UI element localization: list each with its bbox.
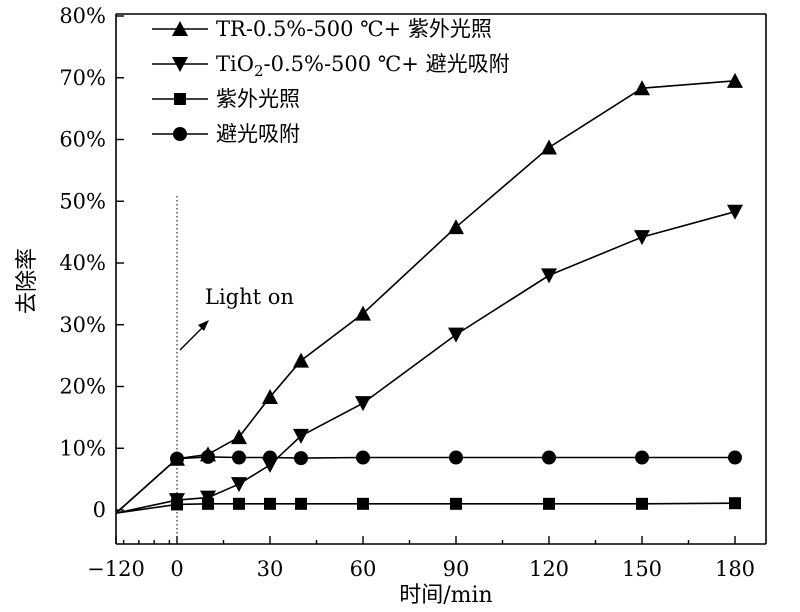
series-1-point-10 [727, 72, 743, 88]
x-tick-label-3: 60 [350, 557, 377, 581]
series-2-point-8 [541, 268, 557, 284]
y-ticks: 0 10% 20% 30% 40% 50% 60% 70% 80% [59, 4, 124, 522]
y-tick-label-2: 20% [59, 375, 106, 399]
series-2-point-9 [634, 230, 650, 246]
x-tick-label-5: 120 [529, 557, 569, 581]
light-on-label: Light on [205, 285, 294, 309]
series-4-point-2 [201, 449, 215, 464]
series-4-point-1 [170, 451, 184, 466]
series-2-point-5 [293, 428, 309, 444]
light-on-arrow-line [179, 325, 205, 351]
legend-marker-triangle-down [172, 57, 188, 72]
series-1-point-9 [634, 80, 650, 96]
series-3-point-3 [233, 497, 245, 510]
legend-item-1: TR-0.5%-500 ℃+ 紫外光照 [152, 17, 492, 41]
series-3-point-8 [543, 497, 555, 510]
series-2-line [115, 210, 736, 514]
series-3-point-5 [295, 497, 307, 510]
legend-marker-circle [173, 127, 187, 141]
legend-label-1: TR-0.5%-500 ℃+ 紫外光照 [216, 17, 492, 41]
series-1-point-5 [293, 352, 309, 368]
series-4-point-4 [263, 450, 277, 465]
legend-item-3: 紫外光照 [152, 87, 300, 111]
series-3-point-4 [264, 497, 276, 510]
legend: TR-0.5%-500 ℃+ 紫外光照 TiO2-0.5%-500 ℃+ 避光吸… [152, 17, 510, 146]
legend-label-2: TiO2-0.5%-500 ℃+ 避光吸附 [216, 52, 510, 80]
x-tick-label-6: 150 [622, 557, 662, 581]
series-3-point-10 [729, 497, 741, 510]
axes [115, 13, 767, 545]
series-1-point-4 [262, 388, 278, 404]
series-4-point-8 [542, 450, 556, 465]
light-on-annotation: Light on [176, 196, 294, 544]
series-2-point-3 [231, 477, 247, 493]
legend-item-4: 避光吸附 [152, 122, 300, 146]
x-tick-label-4: 90 [443, 557, 470, 581]
y-tick-label-4: 40% [59, 251, 106, 275]
series-4-point-6 [356, 450, 370, 465]
series-layer [115, 72, 743, 514]
x-tick-label-0: −120 [87, 557, 145, 581]
series-2-point-7 [448, 327, 464, 343]
legend-label-4: 避光吸附 [216, 122, 300, 146]
y-tick-label-7: 70% [59, 66, 106, 90]
series-4-point-3 [232, 450, 246, 465]
series-4-point-9 [635, 450, 649, 465]
series-3-point-9 [636, 497, 648, 510]
series-1-point-7 [448, 219, 464, 235]
y-axis-title: 去除率 [15, 248, 40, 314]
legend-label-2-main: TiO [216, 52, 254, 76]
series-1-point-8 [541, 139, 557, 155]
x-axis-title: 时间/min [399, 583, 492, 608]
series-4-point-10 [728, 450, 742, 465]
y-tick-label-6: 60% [59, 128, 106, 152]
y-tick-label-3: 30% [59, 313, 106, 337]
y-tick-label-1: 10% [59, 436, 106, 460]
series-3-point-1 [171, 498, 183, 511]
x-tick-label-1: 0 [170, 557, 183, 581]
x-tick-label-7: 180 [715, 557, 755, 581]
x-ticks: −120 0 30 60 90 120 150 180 [87, 536, 755, 581]
light-on-arrow-head [198, 320, 209, 331]
legend-item-2: TiO2-0.5%-500 ℃+ 避光吸附 [152, 52, 510, 80]
series-2-point-6 [355, 396, 371, 412]
series-1-point-6 [355, 305, 371, 321]
series-3-point-2 [202, 497, 214, 510]
y-tick-label-8: 80% [59, 4, 106, 28]
y-tick-label-0: 0 [93, 498, 106, 522]
legend-label-2-rest: -0.5%-500 ℃+ 避光吸附 [264, 52, 510, 76]
series-4-point-5 [294, 451, 308, 466]
series-3-point-7 [450, 497, 462, 510]
legend-marker-triangle-up [172, 21, 188, 36]
series-4-point-7 [449, 450, 463, 465]
series-1-point-3 [231, 429, 247, 445]
legend-label-2-sub: 2 [254, 62, 264, 80]
x-tick-label-2: 30 [257, 557, 284, 581]
legend-label-3: 紫外光照 [216, 87, 300, 111]
series-3-point-6 [357, 497, 369, 510]
series-2-point-10 [727, 204, 743, 220]
legend-marker-square [174, 93, 186, 105]
y-tick-label-5: 50% [59, 189, 106, 213]
